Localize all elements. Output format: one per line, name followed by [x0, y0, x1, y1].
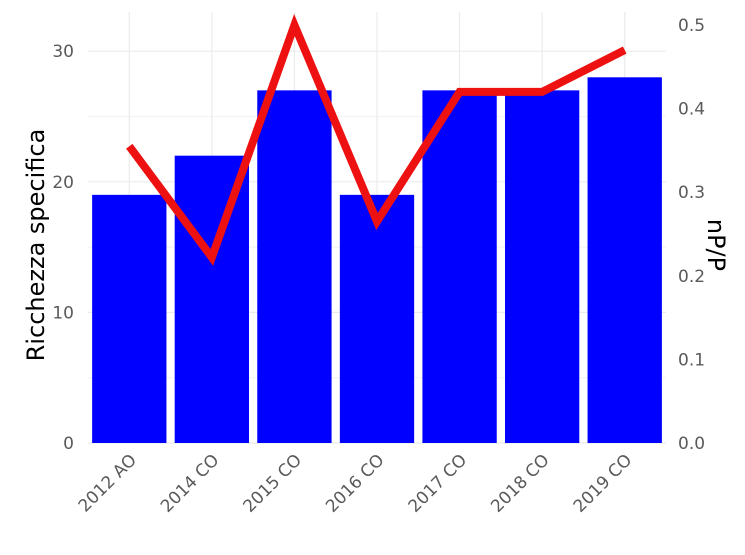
y-tick-label-left: 20: [52, 173, 74, 193]
bar: [587, 77, 662, 443]
x-tick-label: 2019 CO: [570, 450, 636, 516]
bar: [174, 155, 250, 443]
y-tick-label-right: 0.0: [678, 434, 705, 454]
x-axis-ticks: 2012 AO 2014 CO 2015 CO 2016 CO 2017 CO 2018 …: [75, 450, 636, 516]
x-tick-label: 2016 CO: [322, 450, 388, 516]
bar: [92, 194, 167, 443]
y-tick-label-left: 30: [52, 42, 74, 62]
x-tick-label: 2015 CO: [240, 450, 306, 516]
x-tick-label: 2014 CO: [157, 450, 223, 516]
y-tick-label-right: 0.4: [678, 100, 705, 120]
y-tick-label-left: 10: [52, 303, 74, 323]
bar: [504, 90, 580, 443]
bar-series: [92, 77, 662, 443]
right-y-axis-ticks: 0.0 0.1 0.2 0.3 0.4 0.5: [678, 16, 705, 454]
y-tick-label-right: 0.5: [678, 16, 705, 36]
y-tick-label-left: 0: [63, 434, 74, 454]
bar: [257, 90, 332, 443]
left-y-axis-ticks: 0 10 20 30: [52, 42, 74, 454]
y-tick-label-right: 0.2: [678, 267, 705, 287]
y-axis-title-left: Ricchezza specifica: [22, 129, 50, 362]
bar: [339, 194, 415, 443]
y-tick-label-right: 0.3: [678, 183, 705, 203]
x-tick-label: 2012 AO: [75, 450, 141, 516]
y-tick-label-right: 0.1: [678, 350, 705, 370]
x-tick-label: 2018 CO: [487, 450, 553, 516]
x-tick-label: 2017 CO: [405, 450, 471, 516]
bar: [422, 90, 497, 443]
y-axis-title-right: nP/P: [702, 219, 730, 271]
line-series: [126, 13, 627, 266]
